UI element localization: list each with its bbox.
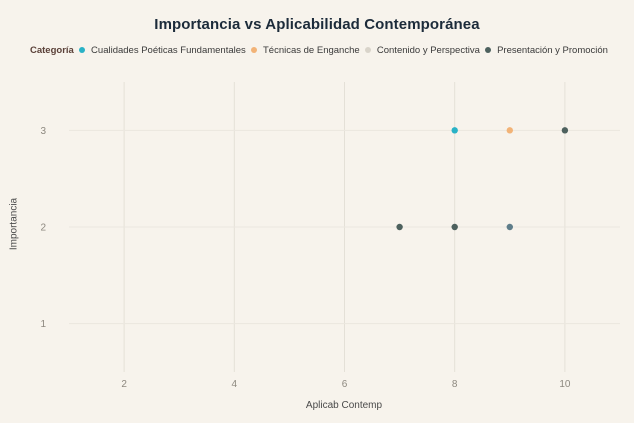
legend-item: Presentación y Promoción	[485, 45, 608, 56]
legend-item-label: Técnicas de Enganche	[263, 44, 360, 56]
x-tick-label: 10	[559, 379, 571, 390]
x-tick-label: 4	[232, 379, 238, 390]
data-point	[506, 223, 513, 231]
legend: Categoría Cualidades Poéticas Fundamenta…	[30, 42, 608, 58]
data-point	[451, 223, 458, 231]
y-tick-label: 3	[40, 126, 46, 137]
data-point	[451, 127, 458, 134]
legend-item: Contenido y Perspectiva	[364, 44, 480, 56]
y-axis-label: Importancia	[8, 197, 20, 251]
data-point	[561, 127, 569, 134]
legend-item: Cualidades Poéticas Fundamentales	[79, 45, 246, 56]
data-point	[396, 223, 403, 231]
y-tick-label: 2	[40, 223, 46, 234]
legend-swatch-icon	[79, 47, 86, 53]
legend-swatch-icon	[251, 47, 257, 53]
x-tick-label: 2	[121, 379, 127, 390]
data-point	[506, 127, 513, 134]
legend-item-label: Presentación y Promoción	[497, 44, 608, 56]
legend-item-label: Contenido y Perspectiva	[376, 44, 480, 56]
y-tick-label: 1	[40, 319, 46, 330]
x-axis-label: Aplicab Contemp	[305, 400, 383, 411]
x-tick-label: 6	[342, 379, 348, 390]
x-tick-label: 8	[452, 379, 458, 390]
legend-title: Categoría	[30, 44, 74, 56]
legend-swatch-icon	[364, 47, 371, 53]
legend-swatch-icon	[485, 47, 492, 53]
legend-item-label: Cualidades Poéticas Fundamentales	[91, 44, 246, 56]
chart-title: Importancia vs Aplicabilidad Contemporán…	[154, 16, 480, 33]
legend-item: Técnicas de Enganche	[251, 45, 360, 56]
